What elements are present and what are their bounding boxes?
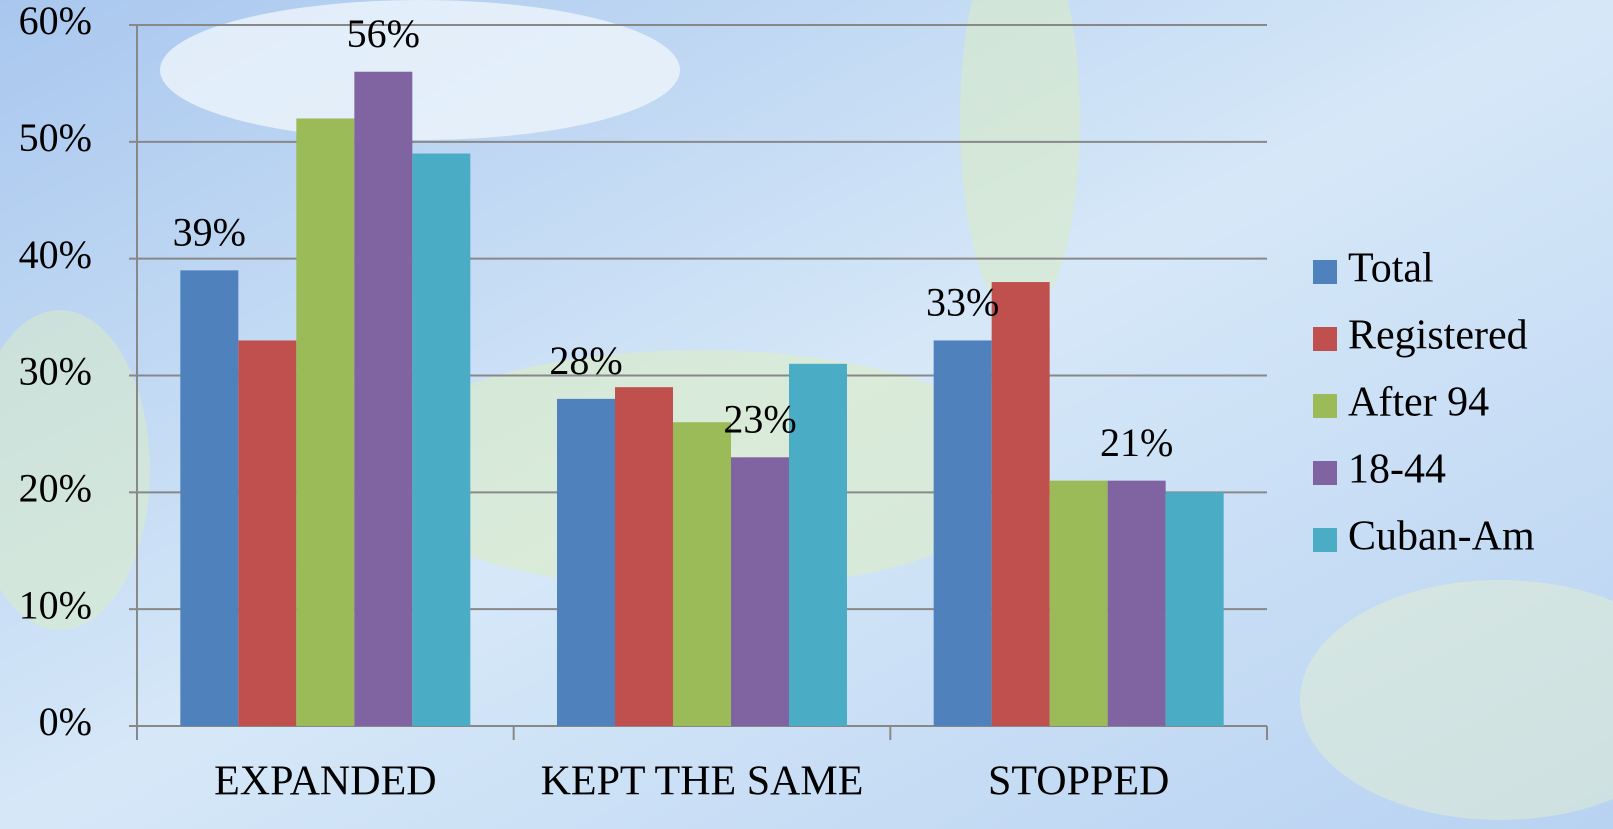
bar — [180, 270, 239, 726]
legend-swatch — [1313, 461, 1337, 485]
x-tick-label: STOPPED — [988, 759, 1169, 805]
background-shape — [160, 0, 680, 140]
y-tick-label: 40% — [19, 232, 92, 277]
y-tick-label: 60% — [19, 0, 92, 43]
bar — [412, 153, 471, 726]
bar — [731, 457, 789, 726]
y-tick-label: 30% — [19, 349, 92, 394]
bar — [1165, 492, 1224, 726]
legend-swatch — [1313, 394, 1337, 418]
data-label: 23% — [723, 396, 796, 441]
legend-label: Total — [1348, 246, 1434, 292]
data-label: 56% — [347, 11, 420, 56]
legend-swatch — [1313, 260, 1337, 284]
legend-label: Registered — [1348, 313, 1528, 359]
legend-swatch — [1313, 327, 1337, 351]
bar — [673, 422, 731, 726]
data-label: 21% — [1100, 420, 1173, 465]
bar — [991, 282, 1050, 726]
bar — [1049, 480, 1108, 726]
bar — [1107, 480, 1166, 726]
x-tick-label: EXPANDED — [214, 759, 436, 805]
bar — [296, 118, 355, 726]
bar — [557, 398, 615, 726]
bar — [789, 363, 847, 726]
background-shape — [0, 310, 150, 630]
legend-swatch — [1313, 528, 1337, 552]
data-label: 33% — [926, 280, 999, 325]
bar — [238, 340, 297, 726]
data-label: 39% — [173, 210, 246, 255]
bar — [354, 71, 413, 726]
bar — [933, 340, 992, 726]
legend-label: Cuban-Am — [1348, 514, 1535, 560]
background-shape — [1300, 580, 1613, 820]
bar — [615, 387, 673, 726]
background-shape — [960, 0, 1080, 320]
y-tick-label: 20% — [19, 466, 92, 511]
x-tick-label: KEPT THE SAME — [541, 759, 864, 805]
legend-label: 18-44 — [1348, 447, 1446, 493]
data-label: 28% — [549, 338, 622, 383]
legend-label: After 94 — [1348, 380, 1489, 426]
y-tick-label: 10% — [19, 582, 92, 627]
y-tick-label: 50% — [19, 115, 92, 160]
y-tick-label: 0% — [39, 699, 92, 744]
